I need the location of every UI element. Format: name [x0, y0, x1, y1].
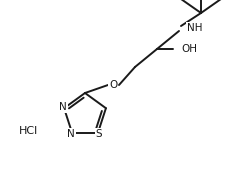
Text: HCl: HCl: [18, 126, 38, 136]
Text: NH: NH: [187, 23, 202, 33]
Text: OH: OH: [181, 44, 197, 54]
Text: N: N: [67, 129, 75, 139]
Text: N: N: [59, 102, 67, 112]
Text: S: S: [96, 129, 102, 139]
Text: O: O: [109, 80, 117, 90]
